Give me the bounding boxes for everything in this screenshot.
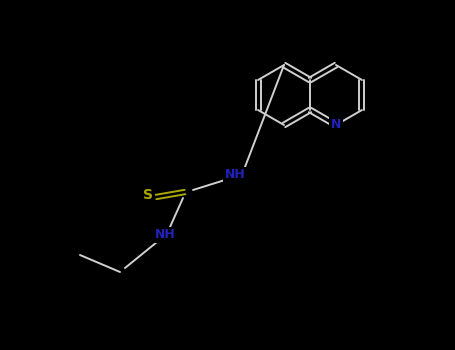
Text: NH: NH [225, 168, 245, 182]
Text: S: S [143, 188, 153, 202]
Text: NH: NH [155, 229, 175, 241]
Text: N: N [331, 119, 341, 132]
